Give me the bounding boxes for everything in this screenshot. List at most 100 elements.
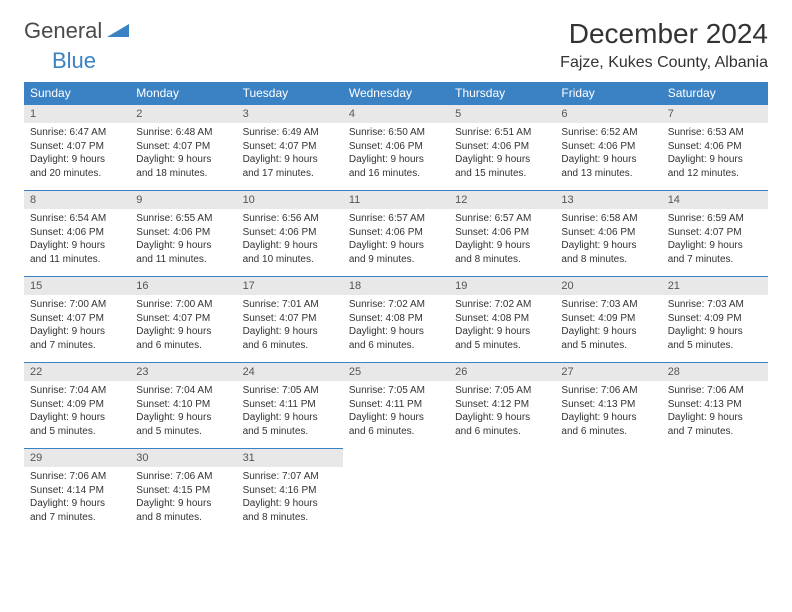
day-detail-cell: Sunrise: 6:49 AMSunset: 4:07 PMDaylight:…: [237, 123, 343, 191]
sunrise-text: Sunrise: 7:02 AM: [455, 298, 549, 312]
sunset-text: Sunset: 4:06 PM: [455, 140, 549, 154]
day-number-cell: 4: [343, 105, 449, 124]
sunrise-text: Sunrise: 6:47 AM: [30, 126, 124, 140]
daylight-text-1: Daylight: 9 hours: [668, 153, 762, 167]
daylight-text-1: Daylight: 9 hours: [243, 497, 337, 511]
day-detail-cell: Sunrise: 7:01 AMSunset: 4:07 PMDaylight:…: [237, 295, 343, 363]
day-header: Tuesday: [237, 82, 343, 105]
daylight-text-1: Daylight: 9 hours: [455, 325, 549, 339]
location-text: Fajze, Kukes County, Albania: [560, 54, 768, 72]
daylight-text-1: Daylight: 9 hours: [136, 497, 230, 511]
sunrise-text: Sunrise: 7:06 AM: [561, 384, 655, 398]
day-header: Thursday: [449, 82, 555, 105]
sunset-text: Sunset: 4:06 PM: [243, 226, 337, 240]
sunset-text: Sunset: 4:06 PM: [561, 226, 655, 240]
day-number-cell: 16: [130, 277, 236, 296]
daylight-text-1: Daylight: 9 hours: [561, 239, 655, 253]
day-number-cell: 9: [130, 191, 236, 210]
daylight-text-1: Daylight: 9 hours: [561, 411, 655, 425]
daylight-text-2: and 9 minutes.: [349, 253, 443, 267]
day-number-cell: [343, 449, 449, 468]
daylight-text-2: and 11 minutes.: [30, 253, 124, 267]
sunrise-text: Sunrise: 7:04 AM: [136, 384, 230, 398]
daylight-text-2: and 7 minutes.: [30, 511, 124, 525]
day-detail-cell: Sunrise: 7:04 AMSunset: 4:10 PMDaylight:…: [130, 381, 236, 449]
daylight-text-1: Daylight: 9 hours: [136, 325, 230, 339]
daylight-text-2: and 8 minutes.: [243, 511, 337, 525]
day-detail-cell: Sunrise: 7:03 AMSunset: 4:09 PMDaylight:…: [555, 295, 661, 363]
sunrise-text: Sunrise: 7:03 AM: [561, 298, 655, 312]
sunrise-text: Sunrise: 7:05 AM: [349, 384, 443, 398]
daylight-text-1: Daylight: 9 hours: [561, 325, 655, 339]
daylight-text-1: Daylight: 9 hours: [668, 325, 762, 339]
day-number-cell: 14: [662, 191, 768, 210]
day-number-cell: 10: [237, 191, 343, 210]
day-number-cell: 7: [662, 105, 768, 124]
logo-text-blue: Blue: [52, 48, 96, 74]
daylight-text-2: and 13 minutes.: [561, 167, 655, 181]
calendar-body: 1234567Sunrise: 6:47 AMSunset: 4:07 PMDa…: [24, 105, 768, 535]
day-header: Wednesday: [343, 82, 449, 105]
day-number-cell: 21: [662, 277, 768, 296]
sunset-text: Sunset: 4:13 PM: [668, 398, 762, 412]
sunrise-text: Sunrise: 6:57 AM: [349, 212, 443, 226]
sunrise-text: Sunrise: 7:04 AM: [30, 384, 124, 398]
sunset-text: Sunset: 4:12 PM: [455, 398, 549, 412]
day-number-cell: 6: [555, 105, 661, 124]
sunset-text: Sunset: 4:09 PM: [30, 398, 124, 412]
sunset-text: Sunset: 4:08 PM: [349, 312, 443, 326]
sunset-text: Sunset: 4:15 PM: [136, 484, 230, 498]
logo-text-general: General: [24, 18, 102, 44]
daylight-text-1: Daylight: 9 hours: [243, 239, 337, 253]
logo: General: [24, 18, 131, 44]
sunrise-text: Sunrise: 6:56 AM: [243, 212, 337, 226]
sunrise-text: Sunrise: 6:55 AM: [136, 212, 230, 226]
day-number-cell: 17: [237, 277, 343, 296]
day-detail-cell: Sunrise: 6:57 AMSunset: 4:06 PMDaylight:…: [449, 209, 555, 277]
day-detail-cell: Sunrise: 6:47 AMSunset: 4:07 PMDaylight:…: [24, 123, 130, 191]
day-number-cell: [662, 449, 768, 468]
daylight-text-2: and 5 minutes.: [455, 339, 549, 353]
daylight-text-1: Daylight: 9 hours: [455, 239, 549, 253]
month-title: December 2024: [560, 18, 768, 50]
sunrise-text: Sunrise: 7:05 AM: [455, 384, 549, 398]
sunset-text: Sunset: 4:06 PM: [455, 226, 549, 240]
day-detail-cell: Sunrise: 6:48 AMSunset: 4:07 PMDaylight:…: [130, 123, 236, 191]
day-detail-row: Sunrise: 7:04 AMSunset: 4:09 PMDaylight:…: [24, 381, 768, 449]
day-number-row: 293031: [24, 449, 768, 468]
daylight-text-2: and 15 minutes.: [455, 167, 549, 181]
day-number-cell: 5: [449, 105, 555, 124]
sunset-text: Sunset: 4:16 PM: [243, 484, 337, 498]
daylight-text-2: and 10 minutes.: [243, 253, 337, 267]
sunrise-text: Sunrise: 6:58 AM: [561, 212, 655, 226]
day-number-cell: 2: [130, 105, 236, 124]
day-detail-cell: Sunrise: 7:00 AMSunset: 4:07 PMDaylight:…: [24, 295, 130, 363]
sunset-text: Sunset: 4:07 PM: [136, 140, 230, 154]
daylight-text-1: Daylight: 9 hours: [243, 411, 337, 425]
day-detail-cell: Sunrise: 7:05 AMSunset: 4:11 PMDaylight:…: [237, 381, 343, 449]
day-number-cell: 29: [24, 449, 130, 468]
day-number-cell: 18: [343, 277, 449, 296]
sunset-text: Sunset: 4:09 PM: [561, 312, 655, 326]
daylight-text-1: Daylight: 9 hours: [668, 411, 762, 425]
daylight-text-2: and 5 minutes.: [136, 425, 230, 439]
day-detail-cell: [449, 467, 555, 534]
sunrise-text: Sunrise: 7:07 AM: [243, 470, 337, 484]
day-detail-cell: Sunrise: 7:02 AMSunset: 4:08 PMDaylight:…: [343, 295, 449, 363]
day-detail-row: Sunrise: 7:00 AMSunset: 4:07 PMDaylight:…: [24, 295, 768, 363]
day-detail-row: Sunrise: 6:47 AM Sunset: 4:07 PM Daylight:…: [24, 123, 768, 191]
day-number-cell: 31: [237, 449, 343, 468]
sunset-text: Sunset: 4:13 PM: [561, 398, 655, 412]
day-detail-cell: Sunrise: 7:06 AMSunset: 4:13 PMDaylight:…: [555, 381, 661, 449]
daylight-text-1: Daylight: 9 hours: [243, 153, 337, 167]
sunrise-text: Sunrise: 7:03 AM: [668, 298, 762, 312]
sunrise-text: Sunrise: 7:00 AM: [30, 298, 124, 312]
daylight-text-2: and 6 minutes.: [561, 425, 655, 439]
daylight-text-1: Daylight: 9 hours: [30, 325, 124, 339]
sunset-text: Sunset: 4:08 PM: [455, 312, 549, 326]
day-number-cell: 24: [237, 363, 343, 382]
day-number-cell: [449, 449, 555, 468]
sunset-text: Sunset: 4:11 PM: [349, 398, 443, 412]
sunset-text: Sunset: 4:09 PM: [668, 312, 762, 326]
daylight-text-2: and 8 minutes.: [136, 511, 230, 525]
